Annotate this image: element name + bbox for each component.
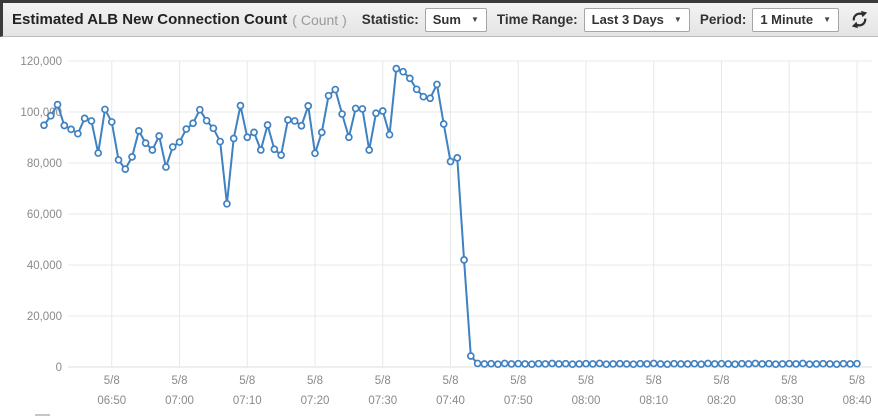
svg-text:07:20: 07:20 — [301, 395, 330, 407]
chart-unit-label: ( Count ) — [292, 11, 347, 28]
connection-count-line-chart[interactable]: 020,00040,00060,00080,000100,000120,0005… — [0, 37, 878, 419]
svg-text:5/8: 5/8 — [578, 375, 594, 387]
svg-text:5/8: 5/8 — [714, 375, 730, 387]
svg-text:07:40: 07:40 — [436, 395, 465, 407]
svg-text:07:10: 07:10 — [233, 395, 262, 407]
svg-text:5/8: 5/8 — [781, 375, 797, 387]
period-label: Period: — [699, 12, 747, 27]
svg-text:120,000: 120,000 — [20, 56, 62, 68]
widget-header: Estimated ALB New Connection Count ( Cou… — [0, 3, 878, 37]
svg-text:5/8: 5/8 — [510, 375, 526, 387]
statistic-value: Sum — [432, 12, 461, 27]
svg-text:08:20: 08:20 — [707, 395, 736, 407]
statistic-select[interactable]: Sum ▼ — [424, 7, 487, 32]
svg-text:5/8: 5/8 — [375, 375, 391, 387]
chevron-down-icon: ▼ — [470, 15, 479, 24]
period-select[interactable]: 1 Minute ▼ — [752, 7, 839, 32]
svg-text:60,000: 60,000 — [27, 209, 62, 221]
time-range-select[interactable]: Last 3 Days ▼ — [583, 7, 690, 32]
time-range-label: Time Range: — [496, 12, 578, 27]
chevron-down-icon: ▼ — [673, 15, 682, 24]
svg-text:07:30: 07:30 — [368, 395, 397, 407]
statistic-label: Statistic: — [361, 12, 419, 27]
svg-text:5/8: 5/8 — [307, 375, 323, 387]
refresh-icon — [851, 10, 868, 29]
time-range-value: Last 3 Days — [591, 12, 664, 27]
svg-text:07:50: 07:50 — [504, 395, 533, 407]
svg-text:06:50: 06:50 — [97, 395, 126, 407]
svg-text:20,000: 20,000 — [27, 311, 62, 323]
refresh-button[interactable] — [849, 7, 870, 33]
svg-text:40,000: 40,000 — [27, 260, 62, 272]
svg-text:07:00: 07:00 — [165, 395, 194, 407]
legend-swatch-cutoff — [35, 414, 50, 416]
chevron-down-icon: ▼ — [823, 15, 831, 24]
svg-text:08:40: 08:40 — [843, 395, 872, 407]
period-value: 1 Minute — [760, 12, 814, 27]
chart-area[interactable]: 0 20,000 40,000 60,000 80,000 100,000 120,000 5… — [0, 37, 878, 419]
svg-text:08:10: 08:10 — [639, 395, 668, 407]
svg-text:5/8: 5/8 — [849, 375, 865, 387]
svg-text:0: 0 — [56, 362, 62, 374]
svg-text:5/8: 5/8 — [443, 375, 459, 387]
chart-title: Estimated ALB New Connection Count — [12, 11, 288, 28]
svg-text:5/8: 5/8 — [646, 375, 662, 387]
svg-text:5/8: 5/8 — [172, 375, 188, 387]
svg-text:5/8: 5/8 — [104, 375, 120, 387]
svg-text:80,000: 80,000 — [27, 158, 62, 170]
svg-text:08:30: 08:30 — [775, 395, 804, 407]
svg-text:5/8: 5/8 — [239, 375, 255, 387]
svg-text:08:00: 08:00 — [572, 395, 601, 407]
